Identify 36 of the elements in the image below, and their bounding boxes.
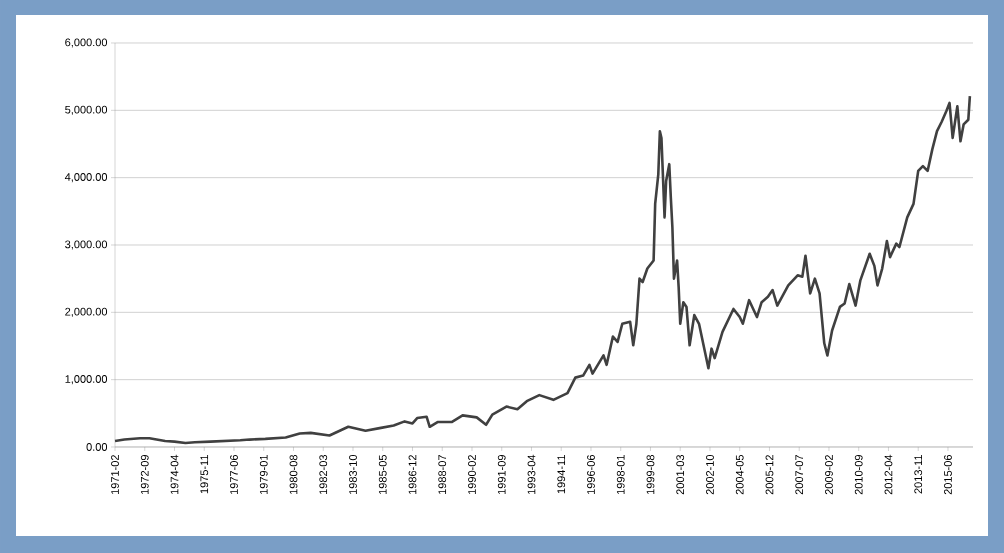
x-tick-label: 1991-09	[497, 455, 506, 495]
y-tick-label: 6,000.00	[65, 38, 108, 48]
y-tick-label: 2,000.00	[65, 307, 108, 317]
x-tick-label: 2010-09	[854, 455, 863, 495]
y-tick-label: 4,000.00	[64, 173, 108, 183]
x-tick-label: 1971-02	[111, 455, 119, 495]
y-tick-label: 5,000.00	[65, 105, 108, 115]
x-tick-label: 2012-04	[884, 454, 893, 495]
x-tick-label: 1975-11	[200, 455, 209, 494]
x-tick-label: 2005-12	[765, 455, 774, 495]
x-tick-label: 1988-07	[438, 455, 447, 495]
x-tick-label: 1977-06	[230, 454, 238, 495]
x-tick-label: 2004-05	[735, 454, 744, 495]
x-tick-label: 1974-04	[170, 454, 179, 495]
x-tick-label: 1983-10	[349, 454, 357, 495]
x-tick-label: 2009-02	[825, 455, 833, 495]
x-tick-label: 2002-10	[706, 454, 714, 495]
x-tick-label: 1980-08	[289, 454, 298, 495]
x-tick-label: 1993-04	[527, 454, 536, 495]
x-tick-label: 2015-06	[944, 454, 952, 495]
x-tick-label: 1986-12	[408, 455, 417, 495]
x-tick-label: 1998-01	[616, 455, 625, 495]
y-tick-label: 0.00	[86, 443, 108, 451]
y-tick-label: 3,000.00	[65, 240, 108, 250]
x-tick-label: 2001-03	[676, 454, 685, 495]
x-tick-label: 1979-01	[259, 455, 268, 495]
y-tick-label: 1,000.00	[65, 375, 108, 385]
x-tick-label: 2007-07	[795, 455, 804, 495]
x-tick-label: 1985-05	[378, 454, 387, 495]
x-tick-label: 1994-11	[557, 455, 566, 494]
x-tick-label: 1996-06	[587, 454, 595, 495]
x-tick-label: 2013-11	[914, 455, 923, 494]
x-tick-label: 1982-03	[319, 454, 328, 495]
x-tick-label: 1990-02	[468, 455, 476, 495]
x-tick-label: 1972-09	[140, 455, 149, 495]
x-tick-label: 1999-08	[646, 454, 655, 495]
